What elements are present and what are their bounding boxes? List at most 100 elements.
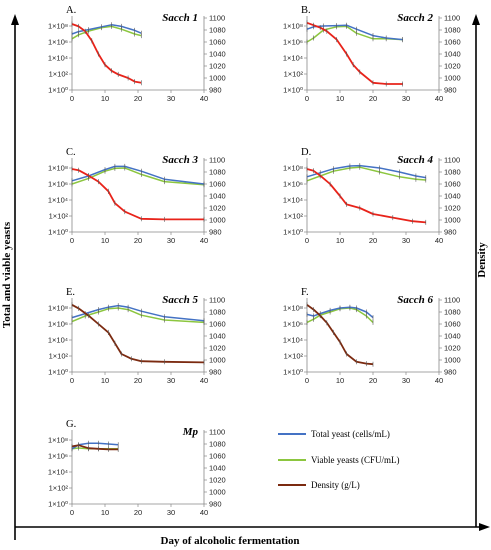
left-tick-label: 1×10⁸: [48, 436, 68, 445]
left-tick-label: 1×10⁴: [283, 54, 303, 63]
x-tick-label: 40: [435, 376, 443, 385]
right-tick-label: 1040: [209, 192, 226, 201]
left-tick-label: 1×10⁸: [283, 22, 303, 31]
left-tick-label: 1×10⁰: [283, 228, 303, 237]
left-tick-label: 1×10⁴: [48, 196, 68, 205]
x-tick-label: 0: [70, 508, 74, 517]
right-tick-label: 1100: [209, 14, 225, 23]
right-tick-label: 1040: [209, 332, 226, 341]
left-outer-arrowhead: [11, 14, 19, 25]
x-tick-label: 0: [70, 94, 74, 103]
x-tick-label: 20: [134, 236, 142, 245]
panel-letter: B.: [301, 5, 311, 16]
right-tick-label: 1000: [209, 488, 226, 497]
panel-title: Sacch 4: [397, 154, 433, 166]
total-yeast-line: [306, 164, 426, 179]
panel-title: Sacch 6: [397, 294, 433, 306]
legend-label-total: Total yeast (cells/mL): [311, 429, 390, 439]
right-tick-label: 1100: [209, 428, 225, 437]
x-tick-label: 30: [167, 236, 175, 245]
left-tick-label: 1×10⁸: [48, 304, 68, 313]
left-tick-label: 1×10⁸: [48, 22, 68, 31]
x-tick-label: 20: [134, 94, 142, 103]
panel-letter: E.: [66, 287, 75, 298]
x-axis-title: Day of alcoholic fermentation: [161, 535, 300, 547]
legend-label-density: Density (g/L): [311, 480, 360, 490]
right-tick-label: 1080: [209, 26, 226, 35]
density-line: [306, 168, 426, 224]
right-tick-label: 1020: [444, 62, 461, 71]
left-tick-label: 1×10⁴: [283, 196, 303, 205]
right-tick-label: 980: [209, 500, 222, 509]
right-tick-label: 980: [209, 228, 222, 237]
x-tick-label: 30: [167, 94, 175, 103]
left-tick-label: 1×10⁰: [48, 86, 68, 95]
panel-b: 1×10⁰1×10²1×10⁴1×10⁶1×10⁸980100010201040…: [283, 5, 461, 103]
panel-title: Sacch 1: [162, 12, 198, 24]
right-tick-label: 980: [444, 86, 457, 95]
left-tick-label: 1×10²: [284, 212, 304, 221]
right-tick-label: 1000: [444, 74, 461, 83]
panel-letter: F.: [301, 287, 309, 298]
left-tick-label: 1×10²: [49, 484, 69, 493]
x-tick-label: 20: [134, 376, 142, 385]
x-tick-label: 0: [70, 376, 74, 385]
right-tick-label: 1000: [209, 356, 226, 365]
panel-f: 1×10⁰1×10²1×10⁴1×10⁶1×10⁸980100010201040…: [283, 287, 461, 385]
panel-letter: A.: [66, 5, 76, 16]
x-tick-label: 30: [402, 236, 410, 245]
x-tick-label: 30: [167, 376, 175, 385]
total-yeast-line: [71, 165, 205, 185]
right-outer-arrowhead: [472, 14, 480, 25]
right-tick-label: 1080: [444, 308, 461, 317]
legend: Total yeast (cells/mL) Viable yeasts (CF…: [278, 429, 399, 490]
right-tick-label: 1040: [444, 332, 461, 341]
right-tick-label: 1060: [209, 320, 226, 329]
x-tick-label: 10: [101, 94, 109, 103]
x-tick-label: 40: [200, 376, 208, 385]
left-tick-label: 1×10²: [284, 352, 304, 361]
panel-letter: D.: [301, 147, 311, 158]
right-tick-label: 1020: [444, 204, 461, 213]
left-tick-label: 1×10⁸: [283, 304, 303, 313]
left-tick-label: 1×10⁸: [48, 164, 68, 173]
right-tick-label: 1060: [209, 452, 226, 461]
right-tick-label: 1000: [444, 356, 461, 365]
density-line: [71, 168, 204, 221]
x-tick-label: 40: [435, 94, 443, 103]
x-tick-label: 30: [402, 376, 410, 385]
right-tick-label: 1020: [444, 344, 461, 353]
right-tick-label: 1000: [209, 216, 226, 225]
x-tick-label: 20: [369, 236, 377, 245]
panel-title: Mp: [182, 426, 199, 438]
left-tick-label: 1×10⁶: [48, 180, 68, 189]
right-tick-label: 980: [444, 368, 457, 377]
panel-letter: G.: [66, 419, 76, 430]
right-tick-label: 1100: [444, 296, 460, 305]
right-tick-label: 1040: [444, 192, 461, 201]
left-tick-label: 1×10⁴: [48, 54, 68, 63]
x-tick-label: 30: [402, 94, 410, 103]
panel-a: 1×10⁰1×10²1×10⁴1×10⁶1×10⁸980100010201040…: [48, 5, 226, 103]
x-tick-label: 10: [336, 236, 344, 245]
left-tick-label: 1×10²: [49, 70, 69, 79]
density-line: [71, 444, 119, 451]
left-tick-label: 1×10²: [284, 70, 304, 79]
right-tick-label: 1080: [209, 168, 226, 177]
x-tick-label: 0: [305, 94, 309, 103]
panel-c: 1×10⁰1×10²1×10⁴1×10⁶1×10⁸980100010201040…: [48, 147, 226, 245]
right-tick-label: 1060: [444, 38, 461, 47]
x-tick-label: 40: [200, 236, 208, 245]
left-tick-label: 1×10²: [49, 212, 69, 221]
x-tick-label: 10: [101, 236, 109, 245]
right-tick-label: 1100: [209, 156, 225, 165]
right-tick-label: 1080: [444, 168, 461, 177]
panel-title: Sacch 3: [162, 154, 198, 166]
panel-title: Sacch 5: [162, 294, 198, 306]
right-tick-label: 1020: [209, 62, 226, 71]
right-tick-label: 1060: [209, 38, 226, 47]
left-tick-label: 1×10⁶: [48, 38, 68, 47]
left-tick-label: 1×10⁴: [283, 336, 303, 345]
x-tick-label: 40: [200, 94, 208, 103]
